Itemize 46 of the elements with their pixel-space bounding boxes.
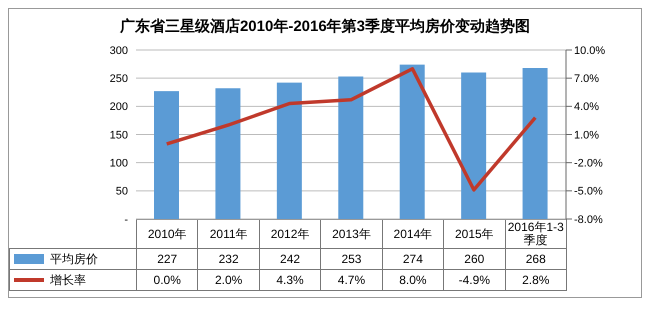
y2-tick-label: 1.0%	[574, 129, 600, 142]
x-tick-label: 2012年	[259, 220, 321, 248]
y2-tick-label: -8.0%	[574, 214, 603, 226]
data-label: 2.8%	[505, 270, 566, 290]
bar	[154, 91, 179, 219]
y-tick-label: 150	[110, 129, 128, 142]
bar	[276, 82, 302, 219]
y2-tick-label: 7.0%	[574, 73, 600, 86]
data-label: -4.9%	[444, 270, 506, 290]
data-label: 274	[382, 248, 444, 270]
x-tick-label: 2014年	[382, 220, 444, 248]
y2-tick-label: 10.0%	[574, 44, 606, 57]
data-label: 0.0%	[136, 270, 198, 290]
legend-label: 增长率	[10, 270, 136, 290]
data-label: 253	[320, 248, 382, 270]
x-tick-label: 2010年	[136, 220, 198, 248]
x-tick-label: 2013年	[320, 220, 382, 248]
data-label: 242	[259, 248, 321, 270]
y2-tick-label: -5.0%	[574, 186, 603, 198]
chart-title: 广东省三星级酒店2010年-2016年第3季度平均房价变动趋势图	[118, 17, 532, 37]
x-tick-label: 2016年1-3季度	[505, 220, 566, 248]
y-tick-label: 50	[116, 186, 128, 198]
y2-tick-label: 4.0%	[574, 101, 600, 114]
bar	[400, 64, 425, 219]
bar	[215, 88, 240, 219]
y-tick-label: 250	[110, 73, 128, 86]
line-series	[164, 67, 538, 192]
bar	[338, 76, 364, 219]
data-label: 227	[136, 248, 198, 270]
data-label: 8.0%	[382, 270, 444, 290]
y-tick-label: 100	[110, 158, 128, 170]
y-tick-label: -	[124, 214, 128, 226]
bar	[522, 68, 548, 219]
data-label: 268	[505, 248, 566, 270]
data-label: 232	[198, 248, 260, 270]
data-label: 4.3%	[259, 270, 321, 290]
data-label: 4.7%	[320, 270, 382, 290]
x-tick-label: 2015年	[444, 220, 506, 248]
bar	[461, 72, 486, 219]
legend-label: 平均房价	[10, 248, 136, 270]
data-label: 260	[444, 248, 506, 270]
x-tick-label: 2011年	[198, 220, 260, 248]
y-tick-label: 200	[110, 101, 128, 114]
y2-tick-label: -2.0%	[574, 158, 603, 170]
data-label: 2.0%	[198, 270, 260, 290]
y-tick-label: 300	[110, 44, 128, 57]
